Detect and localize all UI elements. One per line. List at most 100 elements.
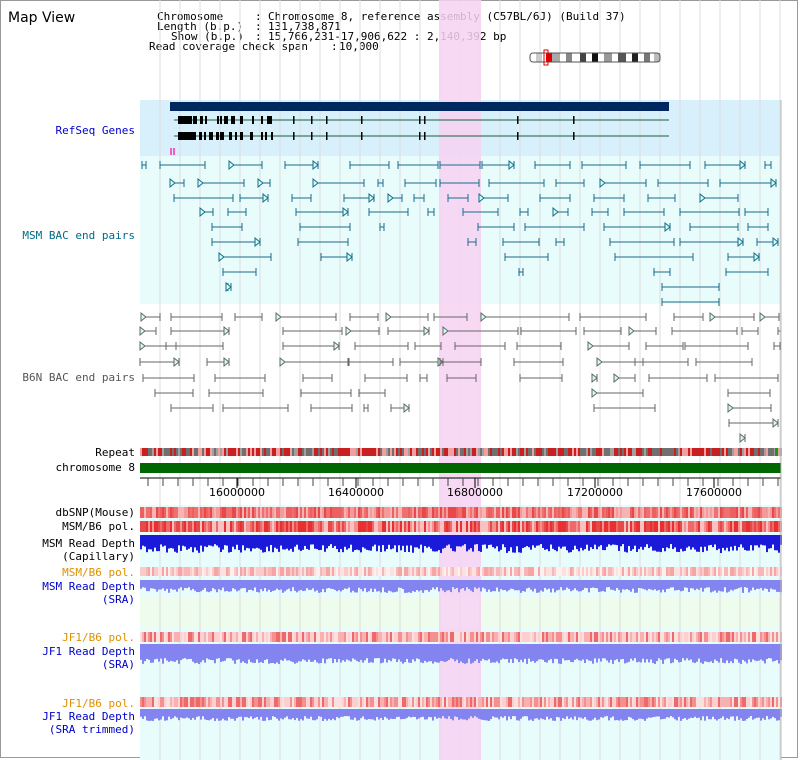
jf1-pol-2-density bbox=[348, 697, 350, 707]
msm-b6-pol-density bbox=[290, 521, 292, 532]
track-label-msm-b6-pol[interactable]: MSM/B6 pol. bbox=[62, 520, 135, 533]
msm-b6-pol-2-density bbox=[266, 567, 268, 576]
jf1-depth-trimmed-bar bbox=[256, 709, 258, 717]
repeat-element bbox=[254, 448, 256, 456]
track-label-refseq[interactable]: RefSeq Genes bbox=[55, 124, 135, 137]
refseq-exon bbox=[199, 132, 201, 140]
jf1-depth-sra-bar bbox=[642, 644, 644, 659]
jf1-pol-density bbox=[726, 632, 728, 642]
msm-depth-sra-bar bbox=[196, 580, 198, 593]
jf1-pol-density bbox=[436, 632, 438, 642]
repeat-element bbox=[248, 448, 250, 456]
msm-b6-pol-density bbox=[360, 521, 362, 532]
jf1-pol-2-density bbox=[606, 697, 608, 707]
track-label-jf1-depth-trimmed[interactable]: JF1 Read Depth bbox=[42, 710, 135, 723]
jf1-pol-2-density bbox=[158, 697, 160, 707]
msm-b6-pol-density bbox=[146, 521, 148, 532]
dbsnp-density bbox=[712, 507, 714, 518]
jf1-pol-density bbox=[554, 632, 556, 642]
jf1-pol-2-density bbox=[350, 697, 352, 707]
msm-depth-capillary-bar bbox=[552, 535, 554, 549]
dbsnp-density bbox=[624, 507, 626, 518]
jf1-pol-density bbox=[614, 632, 616, 642]
dbsnp-density bbox=[710, 507, 712, 518]
msm-depth-capillary-bar bbox=[672, 535, 674, 550]
msm-b6-pol-2-density bbox=[550, 567, 552, 576]
msm-depth-sra-bar bbox=[276, 580, 278, 589]
msm-depth-capillary-bar bbox=[366, 535, 368, 550]
jf1-depth-trimmed-bar bbox=[738, 709, 740, 720]
msm-b6-pol-density bbox=[264, 521, 266, 532]
dbsnp-density bbox=[514, 507, 516, 518]
jf1-pol-2-density bbox=[754, 697, 756, 707]
track-label-jf1-pol[interactable]: JF1/B6 pol. bbox=[62, 631, 135, 644]
jf1-pol-2-density bbox=[588, 697, 590, 707]
track-label-msm-b6-pol-2[interactable]: MSM/B6 pol. bbox=[62, 566, 135, 579]
track-label-jf1-pol-2[interactable]: JF1/B6 pol. bbox=[62, 697, 135, 710]
jf1-depth-sra-bar bbox=[636, 644, 638, 663]
jf1-depth-sra-bar bbox=[718, 644, 720, 663]
msm-b6-pol-density bbox=[244, 521, 246, 532]
msm-b6-pol-density bbox=[150, 521, 152, 532]
track-label-repeat[interactable]: Repeat bbox=[95, 446, 135, 459]
jf1-depth-sra-bar bbox=[664, 644, 666, 660]
msm-b6-pol-2-density bbox=[474, 567, 476, 576]
jf1-depth-trimmed-bar bbox=[178, 709, 180, 721]
dbsnp-density bbox=[304, 507, 306, 518]
repeat-element bbox=[328, 448, 330, 456]
track-label-dbsnp[interactable]: dbSNP(Mouse) bbox=[55, 506, 135, 519]
msm-depth-capillary-bar bbox=[316, 535, 318, 550]
repeat-element bbox=[268, 448, 270, 456]
jf1-pol-2-density bbox=[282, 697, 284, 707]
jf1-depth-sra-bar bbox=[184, 644, 186, 659]
msm-b6-pol-density bbox=[168, 521, 170, 532]
msm-depth-capillary-bar bbox=[420, 535, 422, 545]
msm-depth-sra-bar bbox=[262, 580, 264, 592]
msm-b6-pol-2-density bbox=[284, 567, 286, 576]
msm-b6-pol-density bbox=[182, 521, 184, 532]
repeat-element bbox=[346, 448, 348, 456]
track-label-msm-bac[interactable]: MSM BAC end pairs bbox=[22, 229, 135, 242]
msm-b6-pol-density bbox=[712, 521, 714, 532]
track-label-msm-depth-capillary[interactable]: MSM Read Depth bbox=[42, 537, 135, 550]
msm-depth-sra-bar bbox=[212, 580, 214, 589]
msm-b6-pol-density bbox=[204, 521, 206, 532]
msm-b6-pol-density bbox=[592, 521, 594, 532]
msm-depth-capillary-bar bbox=[758, 535, 760, 548]
jf1-depth-trimmed-bar bbox=[662, 709, 664, 720]
msm-b6-pol-2-density bbox=[408, 567, 410, 576]
jf1-depth-sra-bar bbox=[648, 644, 650, 663]
jf1-depth-trimmed-bar bbox=[748, 709, 750, 718]
msm-depth-capillary-bar bbox=[260, 535, 262, 550]
track-label-b6n-bac[interactable]: B6N BAC end pairs bbox=[22, 371, 135, 384]
repeat-element bbox=[616, 448, 618, 456]
msm-depth-sra-bar bbox=[426, 580, 428, 591]
msm-b6-pol-2-density bbox=[734, 567, 736, 576]
track-label-msm-depth-sra[interactable]: MSM Read Depth bbox=[42, 580, 135, 593]
msm-b6-pol-2-density bbox=[478, 567, 480, 576]
repeat-element bbox=[730, 448, 732, 456]
repeat-element bbox=[506, 448, 508, 456]
track-label-jf1-depth-sra[interactable]: JF1 Read Depth bbox=[42, 645, 135, 658]
jf1-pol-2-density bbox=[240, 697, 242, 707]
msm-depth-sra-bar bbox=[200, 580, 202, 592]
jf1-depth-sra-bar bbox=[734, 644, 736, 659]
dbsnp-density bbox=[424, 507, 426, 518]
repeat-element bbox=[494, 448, 496, 456]
jf1-pol-density bbox=[278, 632, 280, 642]
msm-depth-sra-bar bbox=[334, 580, 336, 590]
repeat-element bbox=[752, 448, 754, 456]
jf1-depth-sra-bar bbox=[310, 644, 312, 662]
jf1-depth-trimmed-bar bbox=[218, 709, 220, 721]
msm-depth-capillary-bar bbox=[756, 535, 758, 546]
jf1-depth-sra-bar bbox=[264, 644, 266, 661]
msm-depth-sra-bar bbox=[158, 580, 160, 590]
msm-b6-pol-2-density bbox=[594, 567, 596, 576]
jf1-depth-trimmed-bar bbox=[546, 709, 548, 717]
repeat-element bbox=[140, 448, 142, 456]
jf1-pol-2-density bbox=[712, 697, 714, 707]
jf1-depth-sra-bar bbox=[322, 644, 324, 659]
refseq-marker bbox=[173, 148, 175, 155]
refseq-exon bbox=[361, 132, 363, 140]
